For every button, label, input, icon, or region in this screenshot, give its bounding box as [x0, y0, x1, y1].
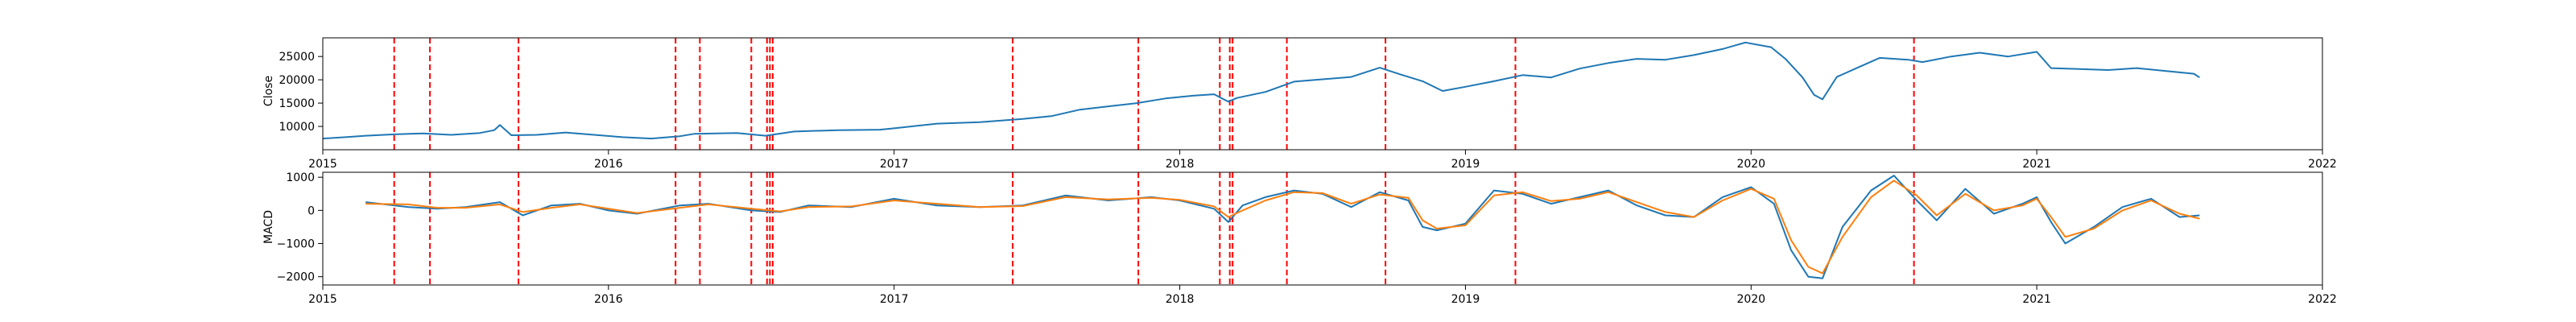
close-axis-ticks: 2015 2016 2017 2018 2019 2020 2021 2022 10000 150…	[279, 51, 2336, 171]
macd-xtick-label-5: 2020	[1736, 293, 1765, 306]
macd-ytick-label-1: −1000	[277, 238, 315, 251]
close-price-panel: 2015 2016 2017 2018 2019 2020 2021 2022 10000 150…	[262, 37, 2337, 171]
macd-ytick-label-3: 1000	[286, 171, 315, 184]
close-xtick-label-0: 2015	[308, 158, 337, 171]
macd-axes-frame	[322, 171, 2323, 286]
close-xtick-label-3: 2018	[1166, 158, 1195, 171]
macd-xtick-label-6: 2021	[2022, 293, 2051, 306]
close-ytick-label-3: 25000	[279, 51, 315, 64]
macd-xtick-label-2: 2017	[880, 293, 909, 306]
macd-series-line-1	[365, 180, 2200, 275]
close-ytick-label-2: 20000	[279, 74, 315, 87]
macd-xtick-label-7: 2022	[2308, 293, 2337, 306]
event-markers-macd	[393, 172, 1915, 285]
event-markers-close	[393, 38, 1915, 150]
macd-series-group	[365, 175, 2200, 279]
close-series-group	[322, 41, 2200, 140]
macd-xtick-label-0: 2015	[308, 293, 337, 306]
close-xtick-label-4: 2019	[1451, 158, 1480, 171]
macd-panel: 2015 2016 2017 2018 2019 2020 2021 2022 −2000 −10…	[262, 171, 2337, 306]
macd-ylabel: MACD	[262, 210, 275, 244]
macd-ytick-label-0: −2000	[277, 271, 315, 284]
macd-xtick-label-1: 2016	[594, 293, 623, 306]
close-ylabel: Close	[262, 76, 275, 106]
close-xtick-label-1: 2016	[594, 158, 623, 171]
close-xtick-label-7: 2022	[2308, 158, 2337, 171]
macd-ytick-label-2: 0	[308, 204, 315, 217]
close-xtick-label-6: 2021	[2022, 158, 2051, 171]
close-ytick-label-1: 15000	[279, 97, 315, 110]
macd-axis-ticks: 2015 2016 2017 2018 2019 2020 2021 2022 −2000 −10…	[277, 171, 2337, 306]
macd-series-line-0	[365, 175, 2200, 279]
close-xtick-label-5: 2020	[1736, 158, 1765, 171]
close-axes-frame	[322, 37, 2323, 151]
close-ytick-label-0: 10000	[279, 121, 315, 134]
macd-xtick-label-3: 2018	[1166, 293, 1195, 306]
macd-xtick-label-4: 2019	[1451, 293, 1480, 306]
close-xtick-label-2: 2017	[880, 158, 909, 171]
close-series-line-0	[322, 41, 2200, 140]
